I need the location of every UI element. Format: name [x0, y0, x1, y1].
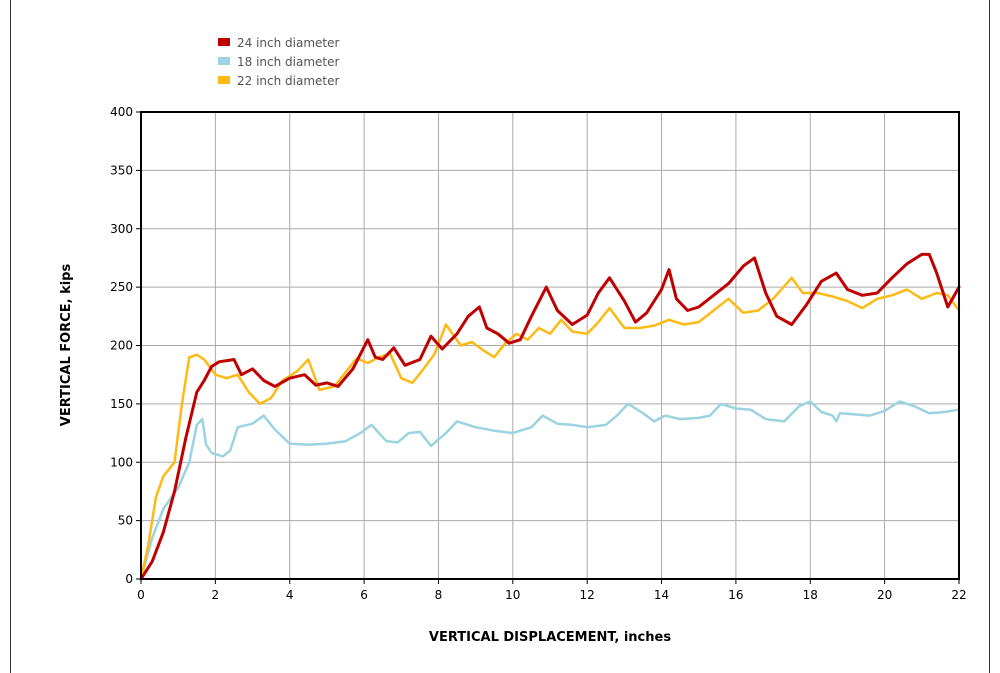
y-axis-ticks: 0 50 100 150 200 250 300 350 400: [110, 105, 141, 586]
legend-label-24-inch: 24 inch diameter: [237, 36, 340, 50]
y-tick-label: 150: [110, 397, 133, 411]
legend: 24 inch diameter 18 inch diameter 22 inc…: [218, 36, 340, 88]
series-line-24-inch-diameter: [139, 252, 961, 581]
grid-lines: [140, 111, 960, 580]
y-tick-label: 300: [110, 222, 133, 236]
x-tick-label: 8: [435, 588, 443, 602]
x-axis-ticks: 0 2 4 6 8 10 12 14 16 18 20 22: [137, 579, 967, 602]
legend-swatch-18-inch: [218, 57, 230, 65]
x-tick-label: 20: [877, 588, 892, 602]
data-series: [139, 252, 961, 581]
x-tick-label: 12: [580, 588, 595, 602]
legend-label-18-inch: 18 inch diameter: [237, 55, 340, 69]
x-tick-label: 16: [728, 588, 743, 602]
legend-swatch-22-inch: [218, 76, 230, 84]
y-tick-label: 350: [110, 163, 133, 177]
legend-swatch-24-inch: [218, 38, 230, 46]
y-tick-label: 250: [110, 280, 133, 294]
x-tick-label: 14: [654, 588, 669, 602]
x-tick-label: 6: [360, 588, 368, 602]
x-tick-label: 22: [951, 588, 966, 602]
y-tick-label: 400: [110, 105, 133, 119]
y-tick-label: 100: [110, 455, 133, 469]
y-tick-label: 50: [118, 514, 133, 528]
x-axis-title: VERTICAL DISPLACEMENT, inches: [429, 630, 671, 645]
x-tick-label: 4: [286, 588, 294, 602]
y-tick-label: 0: [125, 572, 133, 586]
series-line-18-inch-diameter: [139, 400, 961, 581]
x-tick-label: 18: [803, 588, 818, 602]
y-tick-label: 200: [110, 339, 133, 353]
y-axis-title: VERTICAL FORCE, kips: [59, 264, 74, 427]
series-line-22-inch-diameter: [139, 276, 961, 581]
legend-label-22-inch: 22 inch diameter: [237, 74, 340, 88]
x-tick-label: 0: [137, 588, 145, 602]
x-tick-label: 10: [505, 588, 520, 602]
x-tick-label: 2: [212, 588, 220, 602]
